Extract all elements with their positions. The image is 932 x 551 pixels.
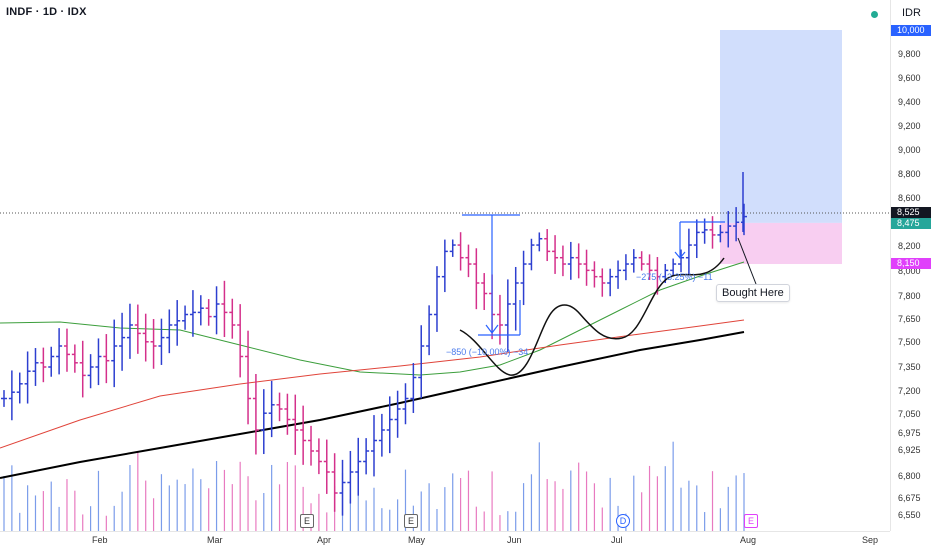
earnings-event-icon[interactable]: E <box>744 514 758 528</box>
earnings-event-icon[interactable]: E <box>300 514 314 528</box>
price-tick-label: 6,925 <box>898 445 921 455</box>
price-tick-label: 7,500 <box>898 337 921 347</box>
price-tick-label: 9,000 <box>898 145 921 155</box>
moving-average-long <box>0 331 745 479</box>
chart-area[interactable] <box>0 0 890 531</box>
cup-pattern-drawing <box>459 257 725 376</box>
price-tick-label: 8,000 <box>898 266 921 276</box>
market-status-dot <box>871 11 878 18</box>
month-label-feb: Feb <box>92 535 108 545</box>
price-tick-label: 7,200 <box>898 386 921 396</box>
drop-measure-label-1: −850 (−10.00%) −34 <box>446 347 529 357</box>
measure-drawing-2 <box>674 221 725 259</box>
price-tick-label: 8,800 <box>898 169 921 179</box>
target-zone <box>720 30 842 223</box>
price-tick-label: 8,600 <box>898 193 921 203</box>
moving-average-short <box>0 261 745 376</box>
month-label-mar: Mar <box>207 535 223 545</box>
month-label-apr: Apr <box>317 535 332 545</box>
price-tick-label: 7,050 <box>898 409 921 419</box>
price-tick-label: 7,350 <box>898 362 921 372</box>
last-price-tag: 8,525 <box>891 207 931 218</box>
price-chart[interactable] <box>0 0 890 531</box>
time-axis[interactable] <box>0 531 890 551</box>
month-label-aug: Aug <box>740 535 757 545</box>
price-tick-label: 7,650 <box>898 314 921 324</box>
symbol-title[interactable]: INDF · 1D · IDX <box>6 6 87 18</box>
price-tick-label: 9,200 <box>898 121 921 131</box>
dividend-event-icon[interactable]: D <box>616 514 630 528</box>
price-tick-label: 6,975 <box>898 428 921 438</box>
stop-price-tag: 8,150 <box>891 258 931 269</box>
price-tick-label: 7,800 <box>898 291 921 301</box>
price-tick-label: 9,800 <box>898 49 921 59</box>
earnings-event-icon[interactable]: E <box>404 514 418 528</box>
measure-drawing-1 <box>462 214 521 336</box>
target-price-tag: 10,000 <box>891 25 931 36</box>
month-label-jul: Jul <box>611 535 623 545</box>
price-tick-label: 9,400 <box>898 97 921 107</box>
price-tick-label: 8,200 <box>898 241 921 251</box>
price-tick-label: 9,600 <box>898 73 921 83</box>
bought-here-callout[interactable]: Bought Here <box>716 284 790 302</box>
drop-measure-label-2: −275 (−3.25%) −11 <box>636 272 713 282</box>
price-tick-label: 6,800 <box>898 471 921 481</box>
callout-pointer <box>737 237 757 285</box>
month-label-may: May <box>408 535 426 545</box>
moving-average-mid <box>0 319 745 449</box>
month-label-sep: Sep <box>862 535 879 545</box>
currency-label[interactable]: IDR <box>902 7 921 19</box>
price-tick-label: 6,675 <box>898 493 921 503</box>
price-tick-label: 6,550 <box>898 510 921 520</box>
entry-price-tag: 8,475 <box>891 218 931 229</box>
stop-zone <box>720 222 842 265</box>
month-label-jun: Jun <box>507 535 522 545</box>
